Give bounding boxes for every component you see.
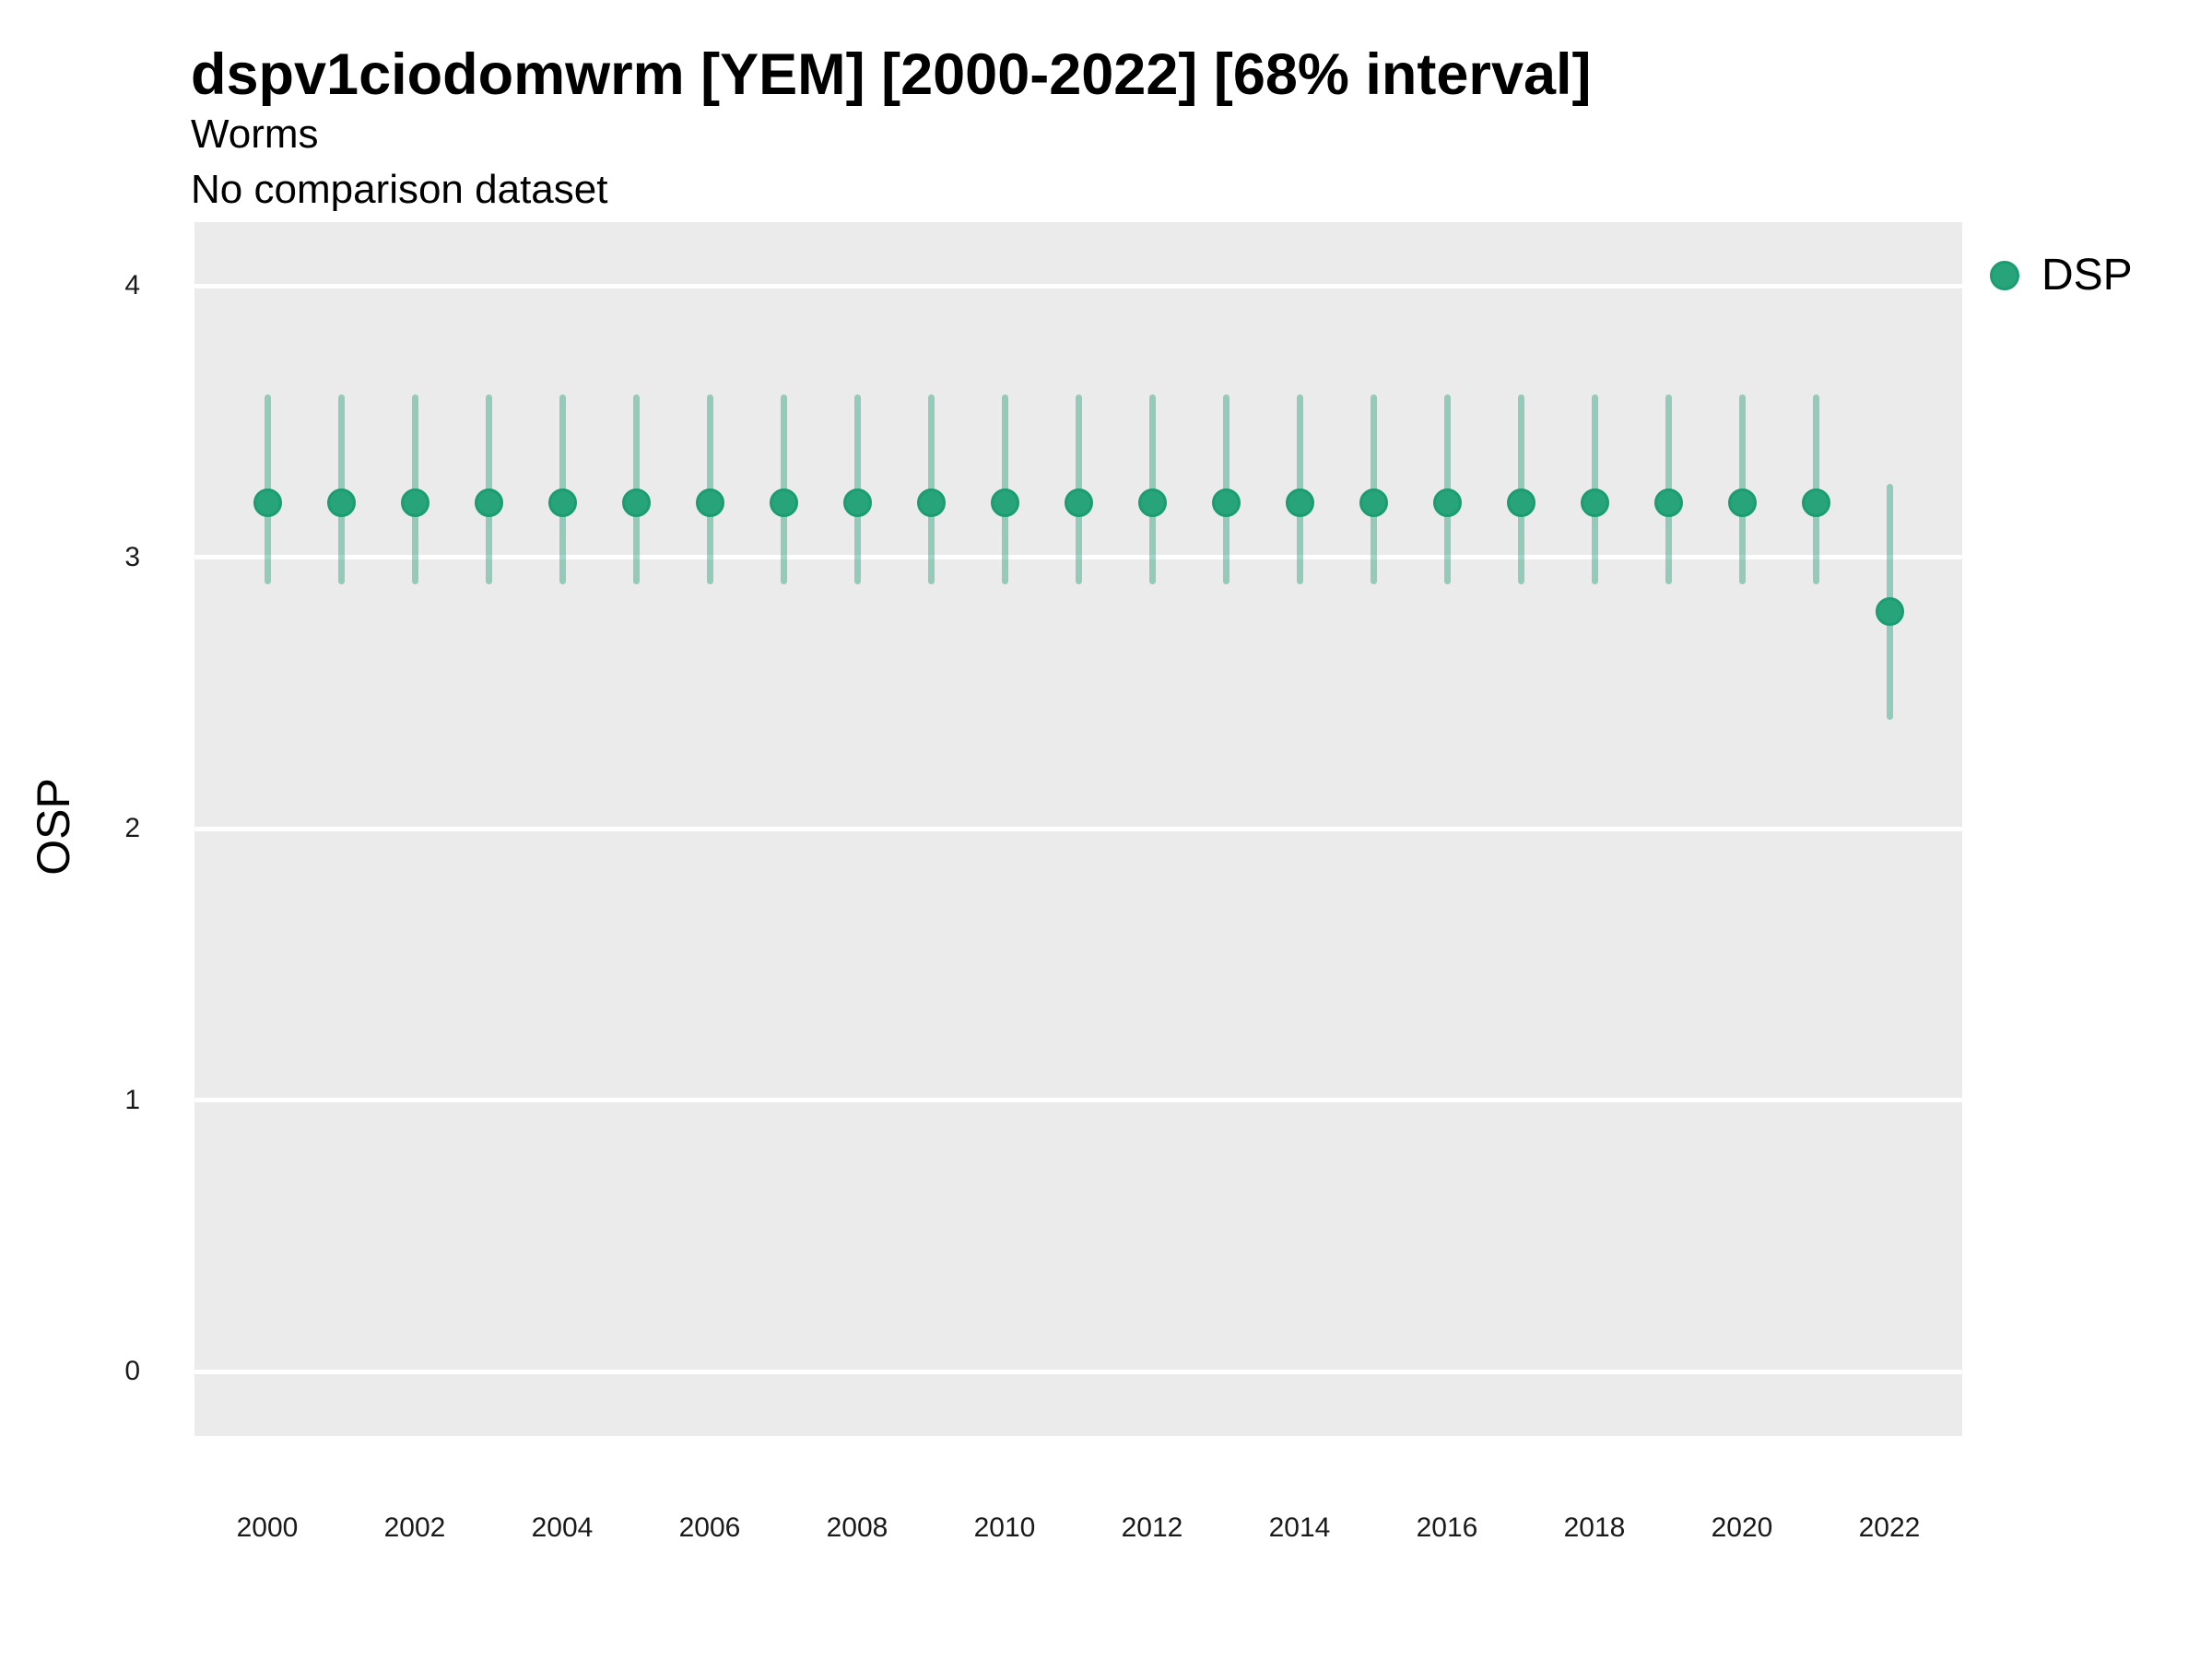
x-tick-label-2006: 2006 xyxy=(678,1512,741,1543)
y-tick-label-0: 0 xyxy=(124,1356,140,1386)
major-gridline-y-2 xyxy=(194,826,1962,831)
point-2002 xyxy=(400,488,429,518)
point-2015 xyxy=(1359,488,1388,518)
legend-point-swatch-icon xyxy=(1990,261,2019,290)
major-gridline-y-3 xyxy=(194,555,1962,559)
point-2021 xyxy=(1801,488,1830,518)
chart-subtitle: Worms xyxy=(191,112,319,157)
point-2014 xyxy=(1285,488,1314,518)
x-tick-label-2014: 2014 xyxy=(1268,1512,1331,1543)
point-2010 xyxy=(990,488,1019,518)
point-2003 xyxy=(474,488,503,518)
x-tick-label-2018: 2018 xyxy=(1563,1512,1626,1543)
x-tick-label-2020: 2020 xyxy=(1711,1512,1773,1543)
point-2013 xyxy=(1211,488,1241,518)
x-tick-label-2022: 2022 xyxy=(1858,1512,1921,1543)
major-gridline-y-4 xyxy=(194,283,1962,288)
x-tick-label-2010: 2010 xyxy=(973,1512,1036,1543)
point-2005 xyxy=(621,488,651,518)
point-2004 xyxy=(547,488,577,518)
point-2022 xyxy=(1875,596,1904,626)
point-2012 xyxy=(1137,488,1167,518)
point-2018 xyxy=(1580,488,1609,518)
y-tick-label-2: 2 xyxy=(124,813,140,843)
point-2009 xyxy=(916,488,946,518)
point-2007 xyxy=(769,488,798,518)
major-gridline-y-0 xyxy=(194,1369,1962,1374)
chart-title: dspv1ciodomwrm [YEM] [2000-2022] [68% in… xyxy=(191,42,1592,107)
legend-label: DSP xyxy=(2041,251,2133,300)
x-tick-label-2016: 2016 xyxy=(1416,1512,1478,1543)
x-tick-label-2000: 2000 xyxy=(236,1512,299,1543)
point-2006 xyxy=(695,488,724,518)
point-2019 xyxy=(1653,488,1683,518)
x-tick-label-2002: 2002 xyxy=(383,1512,446,1543)
legend: DSP xyxy=(1990,250,2133,301)
x-tick-label-2004: 2004 xyxy=(531,1512,594,1543)
plot-panel xyxy=(194,222,1962,1436)
y-tick-label-3: 3 xyxy=(124,541,140,572)
x-tick-label-2008: 2008 xyxy=(826,1512,888,1543)
chart-caption: No comparison dataset xyxy=(191,167,608,212)
major-gridline-y-1 xyxy=(194,1098,1962,1102)
point-2017 xyxy=(1506,488,1535,518)
y-tick-label-1: 1 xyxy=(124,1084,140,1115)
y-axis-title: OSP xyxy=(28,778,79,876)
point-2000 xyxy=(253,488,282,518)
y-tick-label-4: 4 xyxy=(124,270,140,300)
point-2011 xyxy=(1064,488,1093,518)
point-2020 xyxy=(1727,488,1757,518)
point-2001 xyxy=(326,488,356,518)
point-2016 xyxy=(1432,488,1462,518)
x-tick-label-2012: 2012 xyxy=(1121,1512,1183,1543)
point-2008 xyxy=(842,488,872,518)
